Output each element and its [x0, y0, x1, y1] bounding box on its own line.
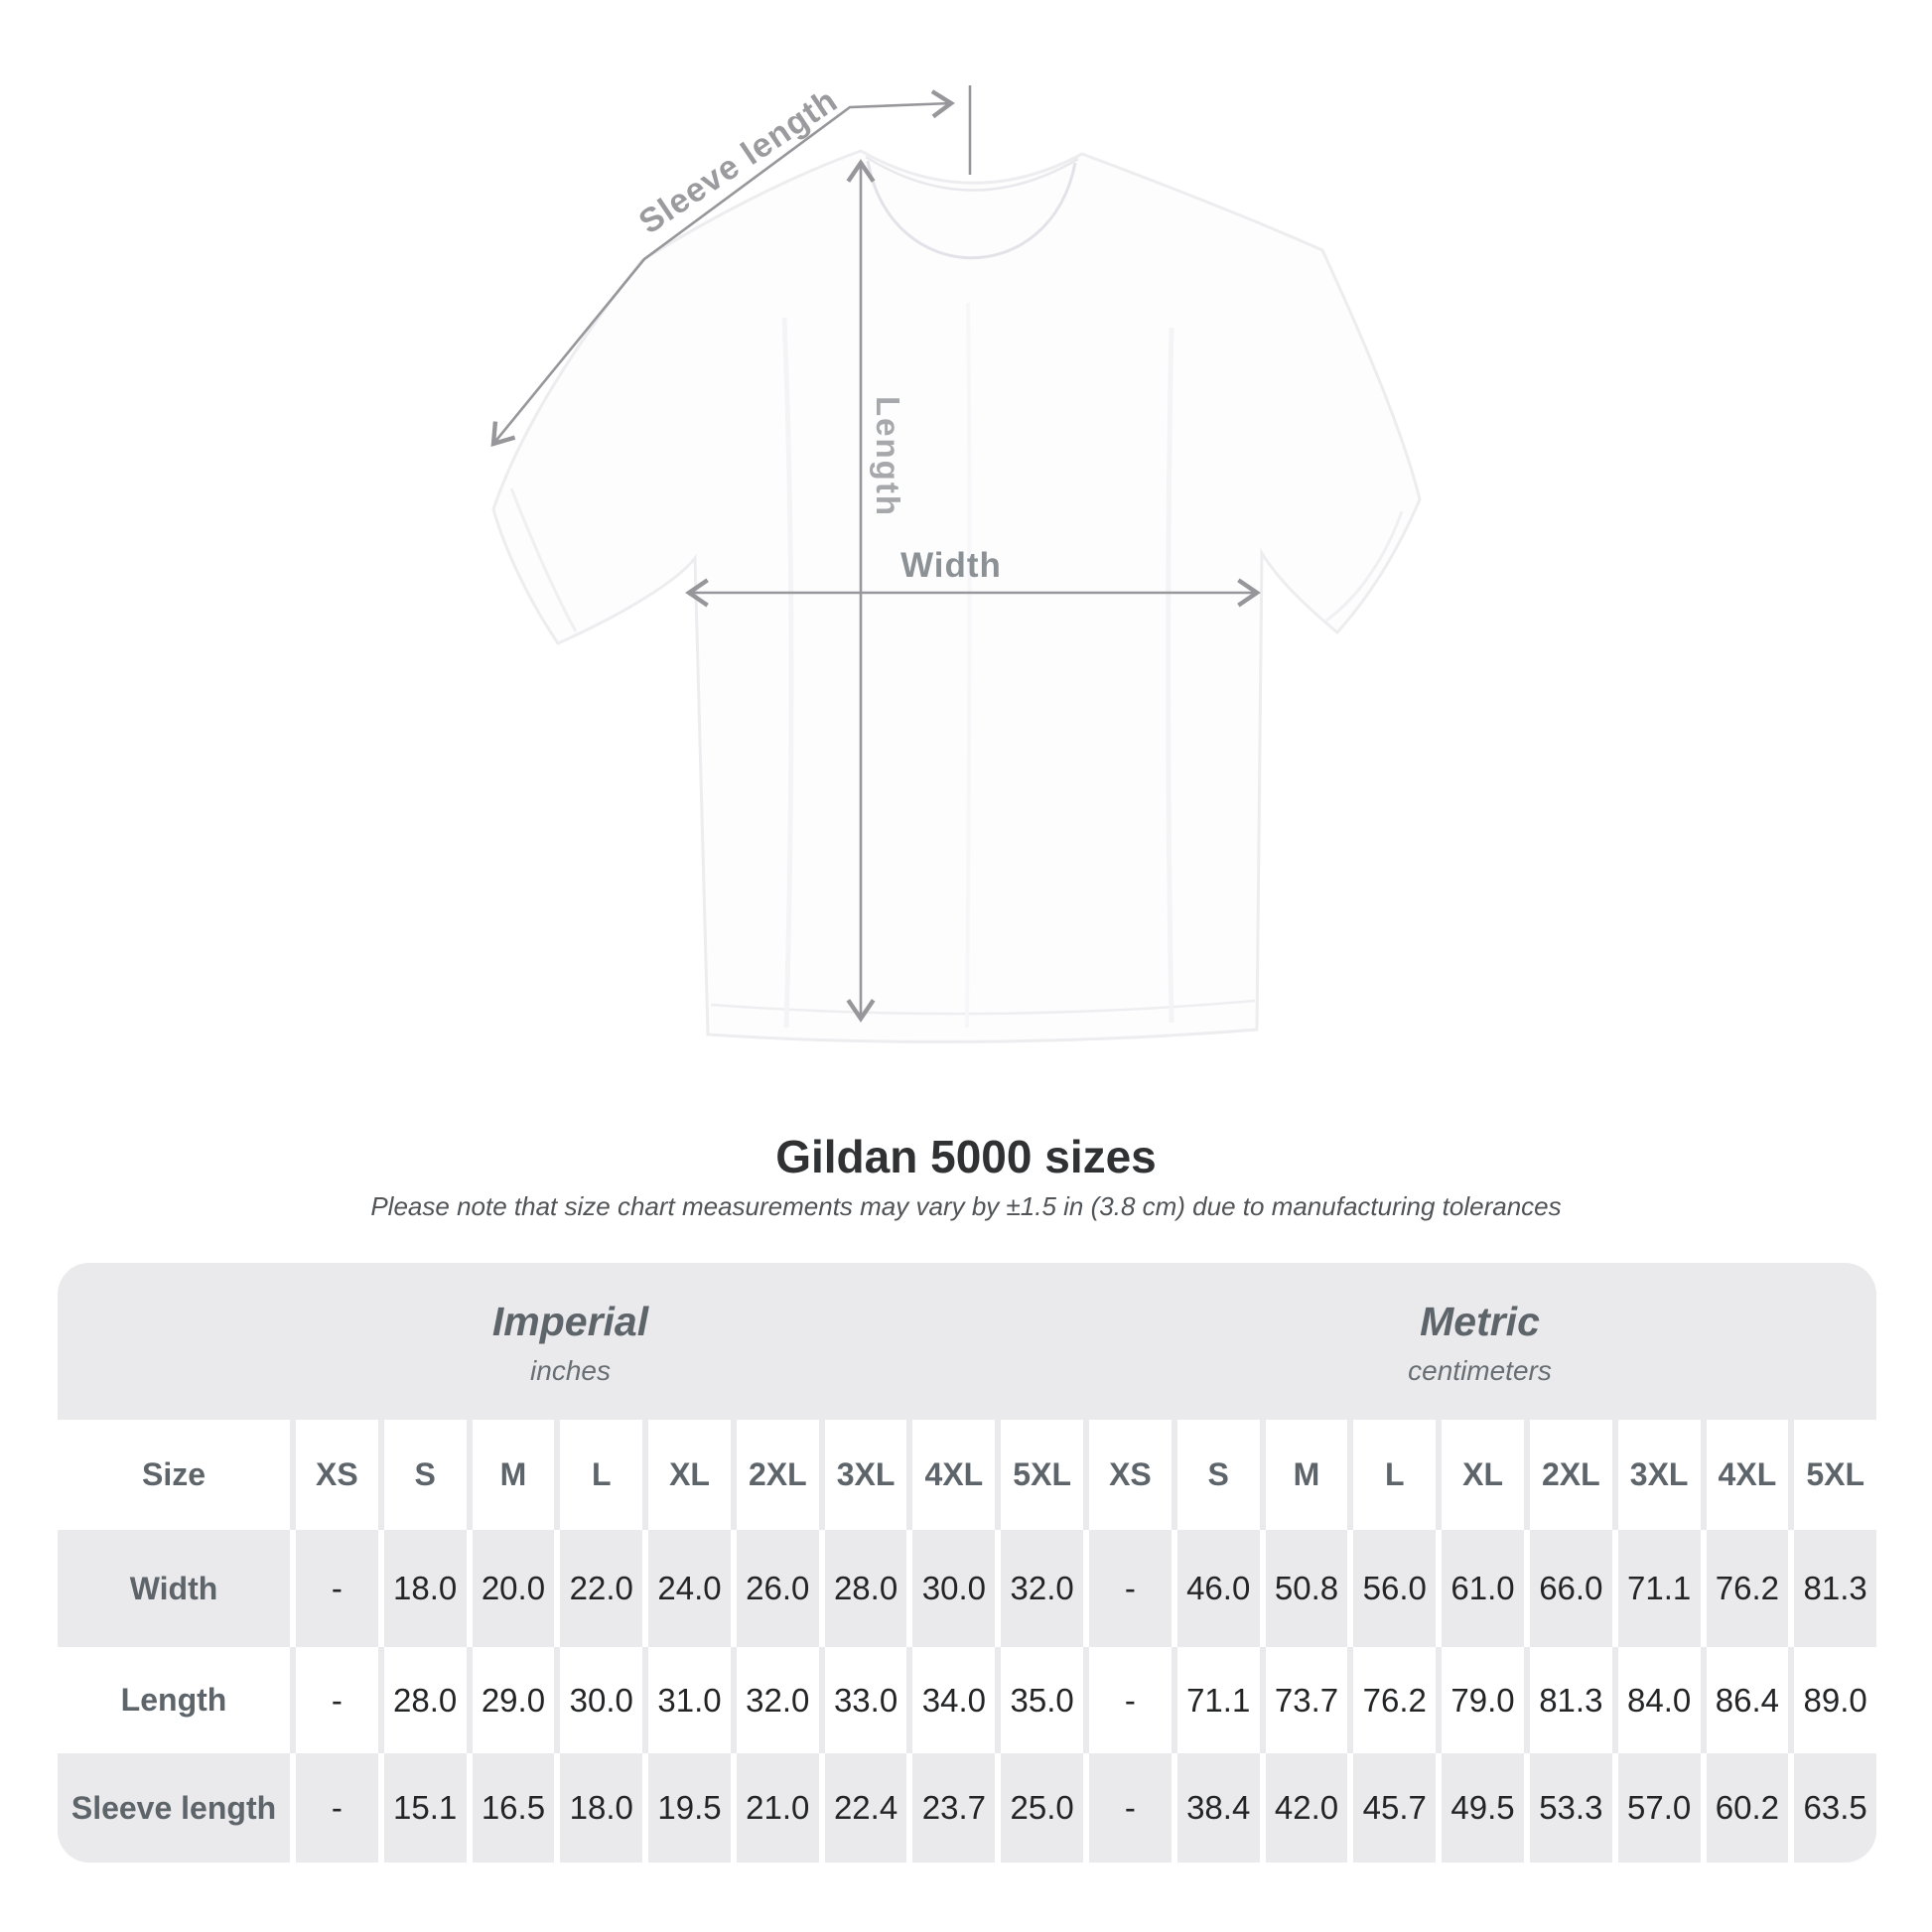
row-label: Width: [58, 1530, 290, 1647]
table-cell: 79.0: [1442, 1647, 1524, 1753]
table-cell: 31.0: [648, 1647, 731, 1753]
page-title: Gildan 5000 sizes: [775, 1131, 1157, 1182]
tolerance-note: Please note that size chart measurements…: [370, 1191, 1562, 1221]
table-cell: 81.3: [1794, 1530, 1876, 1647]
unit-header-band: Imperial inches Metric centimeters: [58, 1263, 1876, 1420]
tshirt-illustration: [491, 149, 1422, 1043]
table-cell: 56.0: [1353, 1530, 1437, 1647]
imperial-header: Imperial inches: [58, 1263, 1083, 1420]
size-header: S: [1176, 1420, 1260, 1530]
row-label: Length: [58, 1647, 290, 1753]
table-cell: -: [1089, 1530, 1172, 1647]
table-cell: 18.0: [383, 1530, 467, 1647]
table-cell: 81.3: [1529, 1647, 1612, 1753]
tshirt-measurement-diagram: [490, 85, 1422, 1043]
table-cell: 63.5: [1794, 1753, 1876, 1863]
table-cell: 76.2: [1353, 1647, 1437, 1753]
table-cell: 61.0: [1442, 1530, 1524, 1647]
table-cell: 46.0: [1176, 1530, 1260, 1647]
table-cell: 45.7: [1353, 1753, 1437, 1863]
table-cell: 33.0: [824, 1647, 907, 1753]
size-header: M: [472, 1420, 555, 1530]
width-label: Width: [900, 546, 1002, 585]
table-cell: -: [296, 1753, 378, 1863]
table-cell: 22.4: [824, 1753, 907, 1863]
size-header: XS: [1089, 1420, 1172, 1530]
table-cell: 71.1: [1176, 1647, 1260, 1753]
table-cell: 32.0: [736, 1647, 819, 1753]
table-cell: 73.7: [1265, 1647, 1348, 1753]
table-cell: 84.0: [1617, 1647, 1701, 1753]
table-cell: 25.0: [1001, 1753, 1084, 1863]
table-cell: 35.0: [1001, 1647, 1084, 1753]
metric-title: Metric: [1420, 1299, 1540, 1344]
table-cell: 15.1: [383, 1753, 467, 1863]
table-cell: -: [1089, 1647, 1172, 1753]
table-cell: 53.3: [1529, 1753, 1612, 1863]
size-header: 4XL: [912, 1420, 996, 1530]
table-cell: 42.0: [1265, 1753, 1348, 1863]
table-cell: 49.5: [1442, 1753, 1524, 1863]
size-header: XL: [1442, 1420, 1524, 1530]
size-table: Imperial inches Metric centimeters Size …: [58, 1263, 1876, 1863]
size-header: M: [1265, 1420, 1348, 1530]
size-header: 3XL: [1617, 1420, 1701, 1530]
size-header: 2XL: [736, 1420, 819, 1530]
table-cell: 76.2: [1706, 1530, 1789, 1647]
table-cell: -: [1089, 1753, 1172, 1863]
table-cell: 28.0: [383, 1647, 467, 1753]
size-header: XL: [648, 1420, 731, 1530]
width-row: Width - 18.0 20.0 22.0 24.0 26.0 28.0 30…: [58, 1530, 1876, 1647]
table-cell: 26.0: [736, 1530, 819, 1647]
table-cell: 86.4: [1706, 1647, 1789, 1753]
imperial-unit: inches: [530, 1355, 611, 1386]
table-cell: 89.0: [1794, 1647, 1876, 1753]
size-header: 5XL: [1794, 1420, 1876, 1530]
table-cell: 66.0: [1529, 1530, 1612, 1647]
metric-unit: centimeters: [1408, 1355, 1552, 1386]
size-column-header: Size: [58, 1420, 290, 1530]
row-label: Sleeve length: [58, 1753, 290, 1863]
size-header: S: [383, 1420, 467, 1530]
table-cell: 20.0: [472, 1530, 555, 1647]
table-cell: 29.0: [472, 1647, 555, 1753]
imperial-title: Imperial: [491, 1299, 649, 1344]
metric-header: Metric centimeters: [1083, 1263, 1876, 1420]
table-cell: 34.0: [912, 1647, 996, 1753]
table-cell: 50.8: [1265, 1530, 1348, 1647]
table-cell: -: [296, 1647, 378, 1753]
table-cell: 57.0: [1617, 1753, 1701, 1863]
table-cell: 19.5: [648, 1753, 731, 1863]
table-cell: 30.0: [560, 1647, 643, 1753]
table-cell: -: [296, 1530, 378, 1647]
table-cell: 60.2: [1706, 1753, 1789, 1863]
size-header-row: Size XS S M L XL 2XL 3XL 4XL 5XL XS S M …: [58, 1420, 1876, 1530]
sleeve-length-arrow: [490, 89, 955, 448]
size-header: XS: [296, 1420, 378, 1530]
table-cell: 28.0: [824, 1530, 907, 1647]
size-header: L: [560, 1420, 643, 1530]
table-cell: 21.0: [736, 1753, 819, 1863]
table-cell: 16.5: [472, 1753, 555, 1863]
size-header: 2XL: [1529, 1420, 1612, 1530]
table-cell: 71.1: [1617, 1530, 1701, 1647]
table-cell: 24.0: [648, 1530, 731, 1647]
table-cell: 38.4: [1176, 1753, 1260, 1863]
sleeve-length-row: Sleeve length - 15.1 16.5 18.0 19.5 21.0…: [58, 1753, 1876, 1863]
size-header: 3XL: [824, 1420, 907, 1530]
size-header: 4XL: [1706, 1420, 1789, 1530]
size-header: L: [1353, 1420, 1437, 1530]
table-cell: 32.0: [1001, 1530, 1084, 1647]
table-cell: 18.0: [560, 1753, 643, 1863]
length-row: Length - 28.0 29.0 30.0 31.0 32.0 33.0 3…: [58, 1647, 1876, 1753]
table-cell: 30.0: [912, 1530, 996, 1647]
table-cell: 23.7: [912, 1753, 996, 1863]
length-label: Length: [870, 396, 906, 517]
table-cell: 22.0: [560, 1530, 643, 1647]
size-header: 5XL: [1001, 1420, 1084, 1530]
